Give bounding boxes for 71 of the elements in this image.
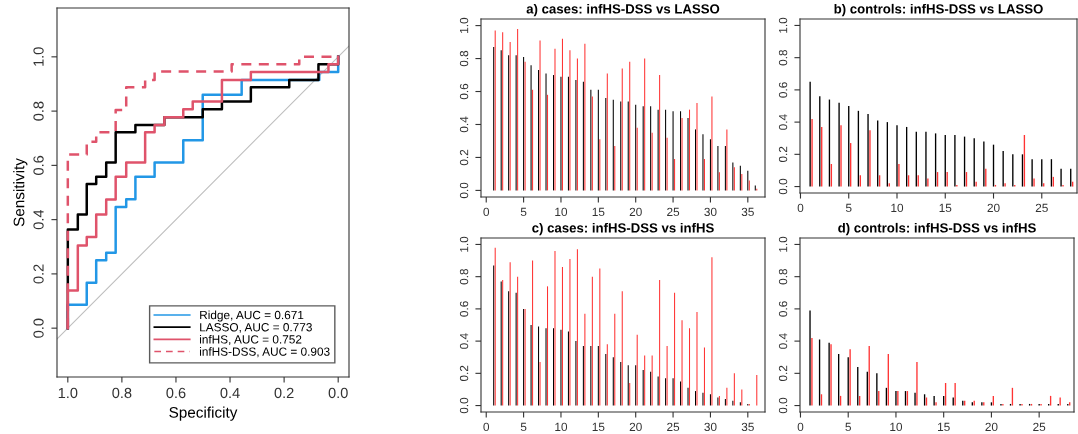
x-tick-label: 10 xyxy=(891,203,904,213)
y-tick-label: 0.2 xyxy=(778,365,788,382)
y-tick-label: 0.6 xyxy=(459,301,469,317)
x-tick-label: 15 xyxy=(939,203,952,213)
legend-label: infHS-DSS, AUC = 0.903 xyxy=(200,347,330,358)
y-tick-label: 0.0 xyxy=(459,182,469,199)
y-tick-label: 0.8 xyxy=(459,50,469,67)
y-tick-label: 0.6 xyxy=(778,301,788,317)
y-tick-label: 0.6 xyxy=(33,155,44,175)
y-tick-label: 1.0 xyxy=(459,236,469,252)
x-tick-label: 5 xyxy=(845,422,851,432)
x-tick-label: 10 xyxy=(890,422,903,432)
y-tick-label: 1.0 xyxy=(459,17,469,33)
x-tick-label: 0 xyxy=(797,422,804,432)
x-tick-label: 25 xyxy=(667,207,680,217)
x-tick-label: 10 xyxy=(555,207,568,217)
x-tick-label: 15 xyxy=(592,422,605,432)
x-tick-label: 15 xyxy=(592,207,605,217)
x-tick-label: 0.2 xyxy=(274,387,294,399)
chart-title: b) controls: infHS-DSS vs LASSO xyxy=(834,3,1043,17)
y-tick-label: 0.8 xyxy=(33,101,44,121)
legend-label: LASSO, AUC = 0.773 xyxy=(200,323,312,333)
y-tick-label: 0.4 xyxy=(459,116,469,133)
y-tick-label: 0.2 xyxy=(33,264,44,284)
y-tick-label: 0.8 xyxy=(778,49,788,66)
x-tick-label: 0.4 xyxy=(220,387,240,399)
chart-title: d) controls: infHS-DSS vs infHS xyxy=(838,222,1036,236)
legend-label: infHS, AUC = 0.752 xyxy=(200,334,302,345)
x-tick-label: 25 xyxy=(1035,203,1048,213)
y-tick-label: 1.0 xyxy=(778,17,788,33)
x-tick-label: 20 xyxy=(629,422,642,432)
y-tick-label: 0.4 xyxy=(778,333,788,349)
x-tick-label: 20 xyxy=(985,422,998,432)
x-tick-label: 20 xyxy=(629,207,642,217)
x-tick-label: 15 xyxy=(938,422,950,432)
x-tick-label: 1.0 xyxy=(58,387,78,399)
x-tick-label: 0.8 xyxy=(112,387,132,399)
y-tick-label: 0.2 xyxy=(459,365,469,382)
x-tick-label: 30 xyxy=(704,422,717,432)
x-tick-label: 35 xyxy=(741,422,754,432)
x-tick-label: 30 xyxy=(704,207,717,217)
y-tick-label: 0.0 xyxy=(778,178,788,195)
x-tick-label: 0 xyxy=(797,203,804,213)
y-tick-label: 1.0 xyxy=(778,236,788,252)
x-axis-title: Specificity xyxy=(169,406,238,421)
x-tick-label: 35 xyxy=(741,207,754,217)
x-tick-label: 5 xyxy=(845,203,852,213)
chart-title: a) cases: infHS-DSS vs LASSO xyxy=(526,3,720,17)
y-axis-title: Sensitivity xyxy=(13,158,28,227)
x-tick-label: 25 xyxy=(667,422,680,432)
x-tick-label: 25 xyxy=(1033,422,1046,432)
y-tick-label: 0.8 xyxy=(459,268,469,285)
y-tick-label: 0.4 xyxy=(778,114,788,130)
x-tick-label: 10 xyxy=(555,422,568,432)
x-tick-label: 0.0 xyxy=(328,387,348,399)
y-tick-label: 0.6 xyxy=(778,82,788,98)
x-tick-label: 0.6 xyxy=(166,387,186,399)
x-tick-label: 0 xyxy=(483,207,490,217)
chart-title: c) cases: infHS-DSS vs infHS xyxy=(532,222,714,236)
y-tick-label: 0.2 xyxy=(778,146,788,163)
x-tick-label: 5 xyxy=(520,207,527,217)
y-tick-label: 0.6 xyxy=(459,83,469,100)
x-tick-label: 5 xyxy=(520,422,527,432)
y-tick-label: 1.0 xyxy=(33,47,44,66)
legend-label: Ridge, AUC = 0.671 xyxy=(200,310,304,322)
y-tick-label: 0.0 xyxy=(33,318,44,338)
y-tick-label: 0.4 xyxy=(459,333,469,349)
x-tick-label: 20 xyxy=(987,203,1000,213)
y-tick-label: 0.8 xyxy=(778,268,788,285)
y-tick-label: 0.2 xyxy=(459,149,469,166)
x-tick-label: 0 xyxy=(483,422,490,432)
